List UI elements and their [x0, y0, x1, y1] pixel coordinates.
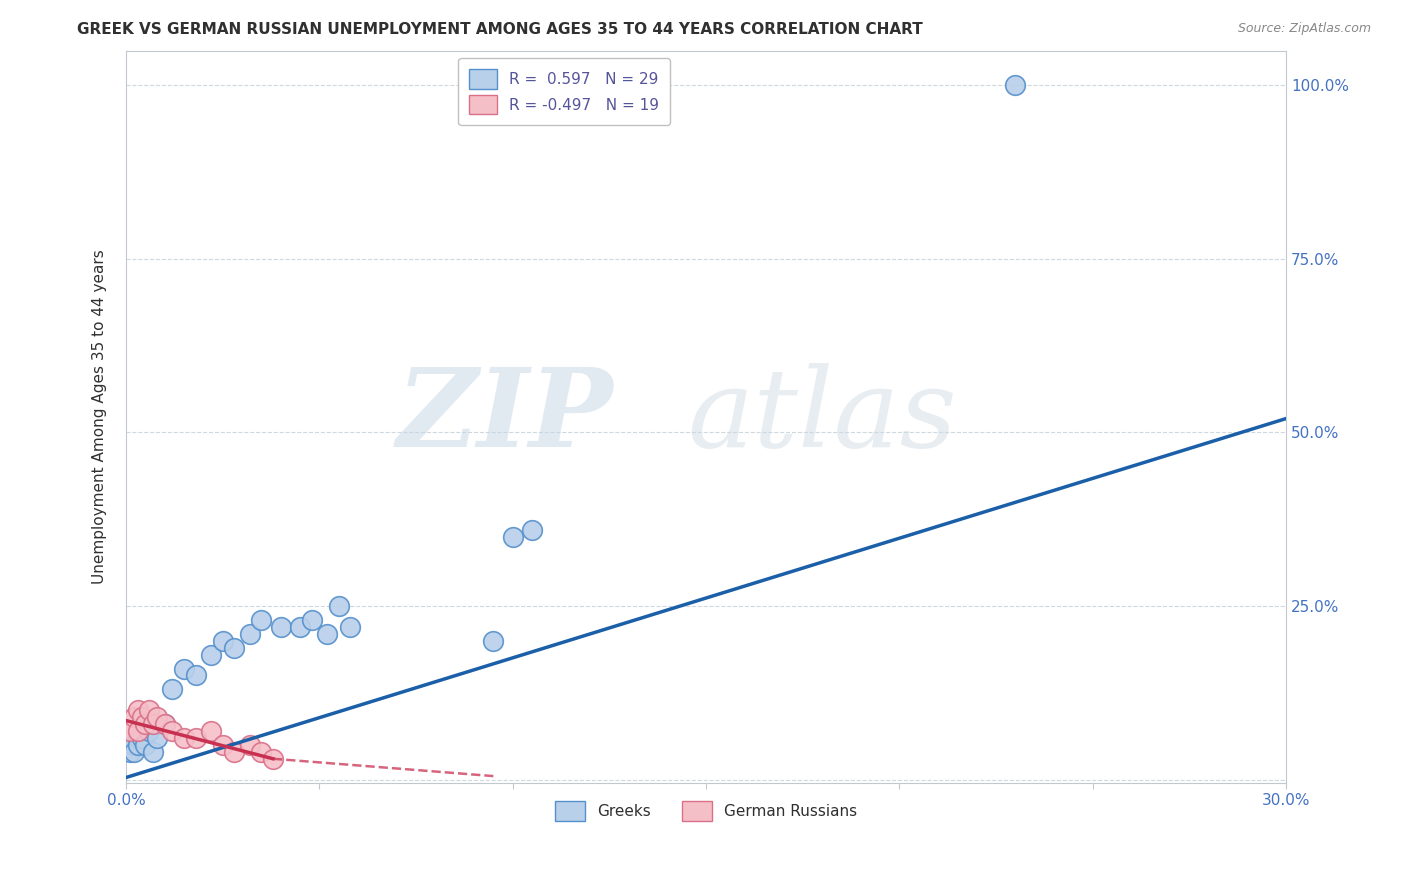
Point [142, 745, 165, 759]
Point [211, 633, 233, 648]
Text: atlas: atlas [688, 363, 957, 471]
Point [162, 682, 184, 697]
Point [200, 723, 222, 738]
Point [502, 530, 524, 544]
Y-axis label: Unemployment Among Ages 35 to 44 years: Unemployment Among Ages 35 to 44 years [93, 250, 107, 584]
Point [239, 627, 262, 641]
Point [142, 717, 165, 731]
Text: GREEK VS GERMAN RUSSIAN UNEMPLOYMENT AMONG AGES 35 TO 44 YEARS CORRELATION CHART: GREEK VS GERMAN RUSSIAN UNEMPLOYMENT AMO… [77, 22, 924, 37]
Point [146, 731, 169, 745]
Point [131, 731, 153, 745]
Point [224, 745, 246, 759]
Text: ZIP: ZIP [396, 363, 613, 471]
Point [288, 620, 311, 634]
Point [482, 633, 505, 648]
Text: Source: ZipAtlas.com: Source: ZipAtlas.com [1237, 22, 1371, 36]
Point [301, 613, 323, 627]
Point [127, 738, 149, 752]
Point [211, 738, 233, 752]
Legend: Greeks, German Russians: Greeks, German Russians [548, 795, 863, 827]
Point [184, 731, 207, 745]
Point [138, 723, 160, 738]
Point [224, 640, 246, 655]
Point [153, 717, 176, 731]
Point [122, 710, 145, 724]
Point [270, 620, 292, 634]
Point [520, 523, 543, 537]
Point [262, 752, 284, 766]
Point [339, 620, 361, 634]
Point [138, 703, 160, 717]
Point [250, 613, 273, 627]
Point [316, 627, 339, 641]
Point [239, 738, 262, 752]
Point [134, 717, 156, 731]
Point [162, 723, 184, 738]
Point [328, 599, 350, 613]
Point [200, 648, 222, 662]
Point [127, 731, 149, 745]
Point [184, 668, 207, 682]
Point [173, 661, 195, 675]
Point [122, 738, 145, 752]
Point [1004, 78, 1026, 93]
Point [127, 723, 149, 738]
Point [153, 717, 176, 731]
Point [131, 710, 153, 724]
Point [118, 745, 141, 759]
Point [134, 738, 156, 752]
Point [122, 745, 145, 759]
Point [127, 703, 149, 717]
Point [146, 710, 169, 724]
Point [173, 731, 195, 745]
Point [250, 745, 273, 759]
Point [118, 723, 141, 738]
